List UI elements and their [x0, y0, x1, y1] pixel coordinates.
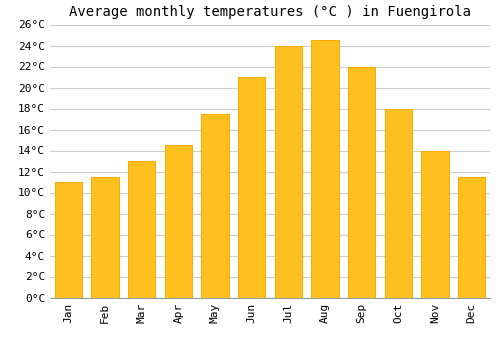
Bar — [91, 177, 119, 298]
Bar — [54, 182, 82, 298]
Bar — [274, 46, 302, 298]
Bar — [348, 66, 376, 298]
Title: Average monthly temperatures (°C ) in Fuengirola: Average monthly temperatures (°C ) in Fu… — [69, 5, 471, 19]
Bar — [421, 150, 448, 298]
Bar — [201, 114, 229, 298]
Bar — [128, 161, 156, 298]
Bar — [164, 145, 192, 298]
Bar — [384, 108, 412, 298]
Bar — [458, 177, 485, 298]
Bar — [238, 77, 266, 298]
Bar — [311, 40, 339, 298]
